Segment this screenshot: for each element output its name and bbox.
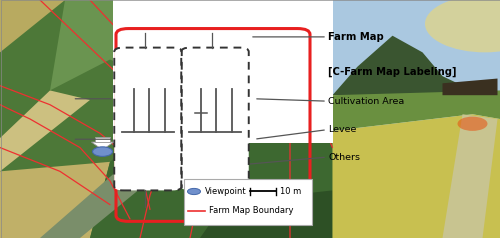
FancyBboxPatch shape xyxy=(112,0,332,143)
Text: 10 m: 10 m xyxy=(280,187,301,196)
Text: Levee: Levee xyxy=(328,125,357,134)
Polygon shape xyxy=(0,0,65,138)
Text: [C-Farm Map Labeling]: [C-Farm Map Labeling] xyxy=(328,66,457,77)
FancyBboxPatch shape xyxy=(332,0,500,95)
Text: Cultivation Area: Cultivation Area xyxy=(328,97,405,106)
Polygon shape xyxy=(0,162,110,238)
Circle shape xyxy=(425,0,500,52)
Polygon shape xyxy=(92,142,114,150)
Text: Farm Map Boundary: Farm Map Boundary xyxy=(209,207,294,215)
FancyBboxPatch shape xyxy=(114,48,182,190)
Polygon shape xyxy=(40,81,260,238)
Polygon shape xyxy=(50,0,275,95)
Polygon shape xyxy=(90,95,332,238)
Circle shape xyxy=(188,188,200,195)
Text: Others: Others xyxy=(328,153,360,162)
FancyBboxPatch shape xyxy=(0,0,332,238)
Polygon shape xyxy=(442,114,498,238)
Polygon shape xyxy=(0,90,90,171)
Circle shape xyxy=(92,147,112,156)
FancyBboxPatch shape xyxy=(184,178,312,225)
Polygon shape xyxy=(332,114,500,238)
Polygon shape xyxy=(200,190,332,238)
Polygon shape xyxy=(332,36,492,95)
Polygon shape xyxy=(250,0,332,107)
FancyBboxPatch shape xyxy=(181,48,249,190)
Circle shape xyxy=(458,117,488,131)
Polygon shape xyxy=(332,90,500,131)
Polygon shape xyxy=(442,79,498,95)
Polygon shape xyxy=(95,137,110,142)
Text: Viewpoint: Viewpoint xyxy=(205,187,246,196)
Text: Farm Map: Farm Map xyxy=(328,32,384,42)
